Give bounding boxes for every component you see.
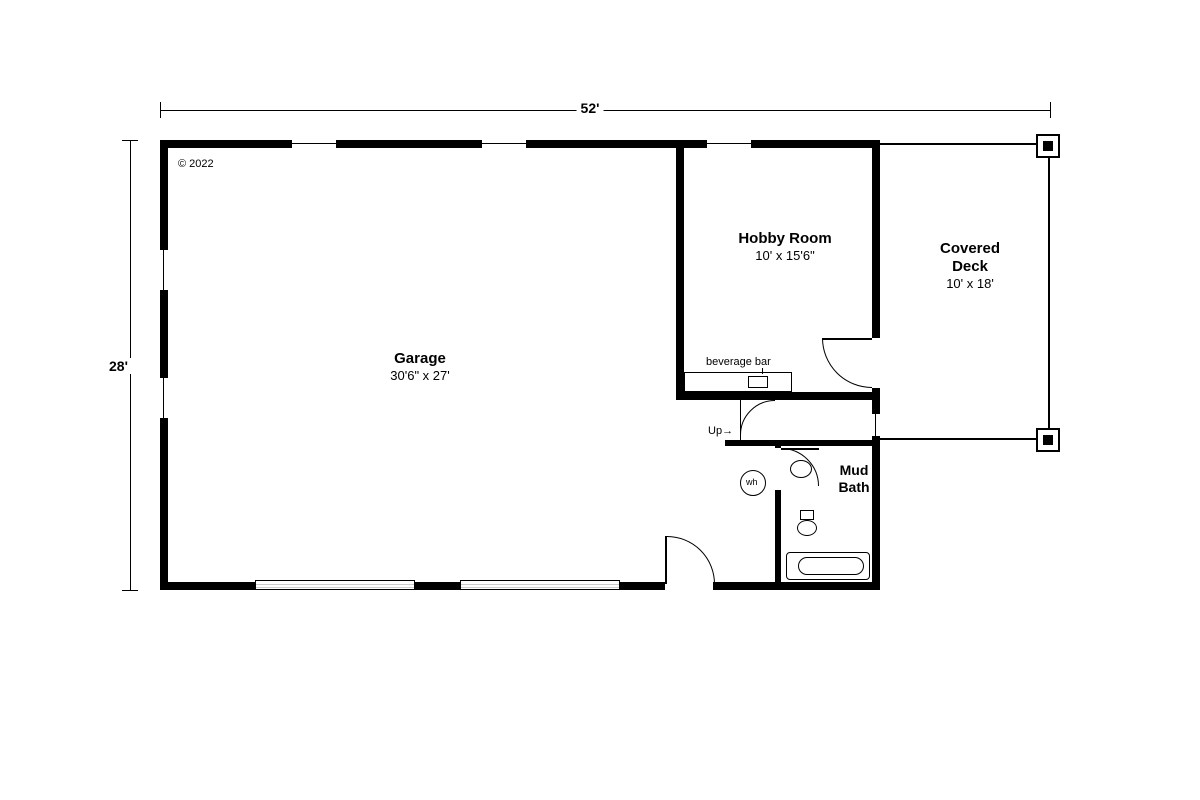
mud-toilet-bowl (797, 520, 817, 536)
garage-name: Garage (330, 350, 510, 368)
win-top-1 (292, 140, 336, 148)
garage-label: Garage 30'6" x 27' (330, 350, 510, 384)
mud-sink (790, 460, 812, 478)
deck-bottom (880, 438, 1050, 440)
deck-dim: 10' x 18' (905, 276, 1035, 292)
hobby-label: Hobby Room 10' x 15'6" (720, 230, 850, 264)
win-top-3-line (707, 143, 751, 144)
deck-name: Covered Deck (905, 240, 1035, 276)
dim-left-label: 28' (105, 358, 132, 374)
win-left-2-line (163, 378, 164, 418)
deck-side-opening (872, 414, 880, 436)
wh-label: wh (746, 477, 758, 487)
hobby-deck-door-gap (872, 338, 880, 388)
hobby-dim: 10' x 15'6" (720, 248, 850, 264)
up-arrow-icon: → (722, 425, 733, 437)
beverage-bar-sink (748, 376, 768, 388)
hobby-wall-bottom (676, 392, 880, 400)
garage-dim: 30'6" x 27' (330, 368, 510, 384)
deck-label: Covered Deck 10' x 18' (905, 240, 1035, 292)
mud-tub-inner (798, 557, 864, 575)
hobby-name: Hobby Room (720, 230, 850, 248)
deck-post-top (1036, 134, 1060, 158)
man-door-leaf (665, 536, 667, 584)
dim-top-tick-r (1050, 102, 1051, 118)
garage-door-2 (460, 580, 620, 590)
beverage-bar-label: beverage bar (706, 356, 771, 368)
mud-toilet-tank (800, 510, 814, 520)
wall-left (160, 140, 168, 590)
deck-side-line (875, 414, 876, 436)
up-label: Up→ (708, 425, 733, 437)
dim-top-line (160, 110, 1050, 111)
up-text: Up (708, 425, 722, 437)
dim-left-tick-b (122, 590, 138, 591)
bev-leader (762, 368, 763, 374)
win-left-2 (160, 378, 168, 418)
deck-post-bottom (1036, 428, 1060, 452)
win-top-2-line (482, 143, 526, 144)
mud-wall-top (725, 440, 880, 446)
dim-left-tick-t (122, 140, 138, 141)
beverage-bar-counter (684, 372, 792, 392)
deck-right (1048, 143, 1050, 440)
mudbath-name: Mud Bath (824, 462, 884, 496)
mud-door-gap (775, 448, 781, 490)
win-top-2 (482, 140, 526, 148)
deck-top (880, 143, 1050, 145)
mudbath-label: Mud Bath (824, 462, 884, 496)
copyright: © 2022 (178, 158, 214, 170)
win-left-1-line (163, 250, 164, 290)
garage-door-1 (255, 580, 415, 590)
win-top-3 (707, 140, 751, 148)
hobby-wall-left (676, 140, 684, 400)
dim-top-tick-l (160, 102, 161, 118)
win-left-1 (160, 250, 168, 290)
dim-top-label: 52' (577, 100, 604, 116)
win-top-1-line (292, 143, 336, 144)
